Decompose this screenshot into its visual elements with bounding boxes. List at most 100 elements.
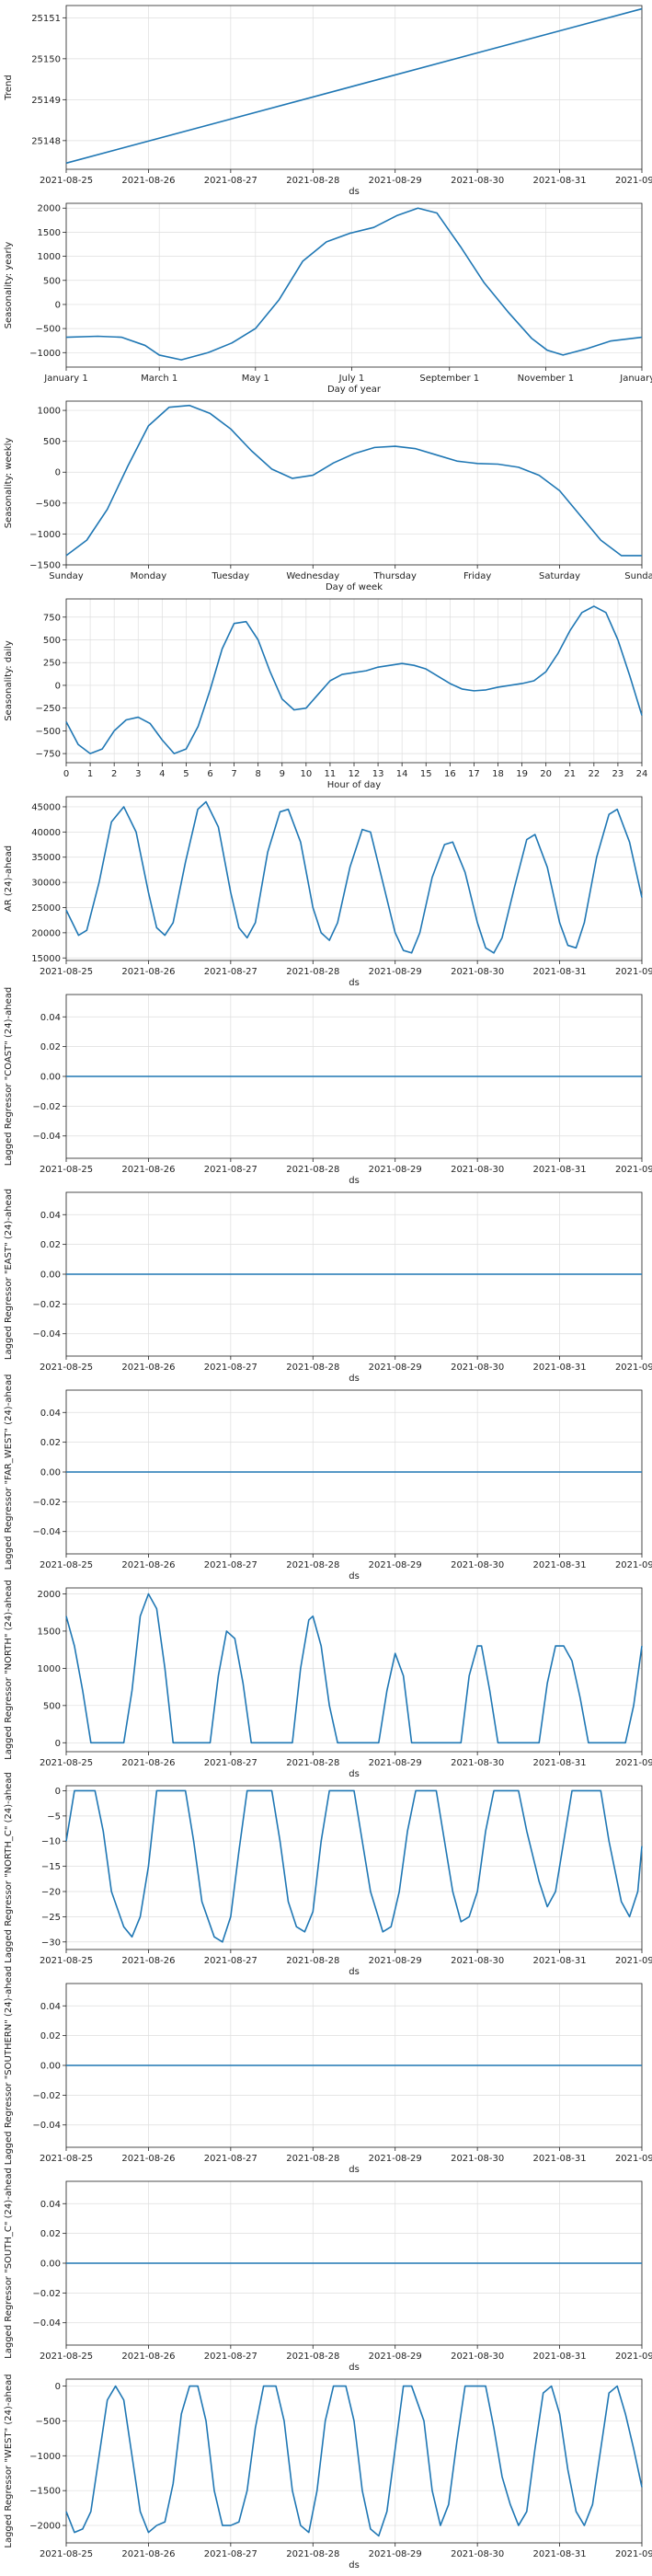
y-tick-label: 500 xyxy=(43,276,61,286)
y-tick-label: 30000 xyxy=(31,879,61,889)
series-line xyxy=(65,1789,643,1943)
x-tick-label: March 1 xyxy=(141,374,177,384)
x-tick-label: 2021-08-31 xyxy=(533,176,587,186)
y-tick-label: −1500 xyxy=(29,561,61,571)
y-tick-label: −500 xyxy=(36,2417,61,2427)
x-tick-label: 3 xyxy=(135,769,141,779)
x-tick-label: 9 xyxy=(280,769,285,779)
x-tick-label: 23 xyxy=(612,769,624,779)
x-tick-label: 2021-08-26 xyxy=(121,2154,175,2164)
x-tick-label: May 1 xyxy=(242,374,269,384)
x-tick-label: 2021-08-30 xyxy=(451,176,504,186)
x-tick-label: 21 xyxy=(564,769,576,779)
x-axis-label: ds xyxy=(349,187,360,197)
x-tick-label: 15 xyxy=(420,769,432,779)
x-tick-label: 7 xyxy=(231,769,236,779)
x-tick-label: 14 xyxy=(396,769,408,779)
x-tick-label: September 1 xyxy=(419,374,479,384)
y-tick-label: 0 xyxy=(55,1739,61,1749)
y-tick-label: 25149 xyxy=(31,96,61,106)
series-line xyxy=(65,1593,643,1744)
x-tick-label: Saturday xyxy=(539,571,580,581)
series-line xyxy=(65,2385,643,2537)
y-tick-label: −1000 xyxy=(29,2452,61,2462)
y-tick-label: −0.04 xyxy=(32,1329,61,1340)
y-axis-label: Trend xyxy=(4,75,14,100)
y-axis-label: Lagged Regressor "SOUTHERN" (24)-ahead xyxy=(4,1966,14,2165)
x-tick-label: 24 xyxy=(636,769,648,779)
x-tick-label: 2021-08-26 xyxy=(121,2549,175,2559)
x-tick-label: 2021-08-29 xyxy=(369,1758,422,1768)
x-tick-label: 16 xyxy=(444,769,456,779)
y-tick-label: −0.02 xyxy=(32,1498,61,1508)
y-tick-label: −0.02 xyxy=(32,1300,61,1310)
y-tick-label: 1500 xyxy=(38,1627,61,1637)
x-tick-label: Monday xyxy=(131,571,167,581)
y-tick-label: −2000 xyxy=(29,2522,61,2532)
y-tick-label: 0.02 xyxy=(40,1438,61,1448)
x-tick-label: 2021-08-26 xyxy=(121,1165,175,1175)
x-tick-label: 0 xyxy=(63,769,69,779)
x-tick-label: November 1 xyxy=(518,374,575,384)
x-tick-label: 2021-08-25 xyxy=(40,1956,93,1966)
x-tick-label: Sunday xyxy=(49,571,83,581)
x-tick-label: 2021-08-28 xyxy=(286,1363,339,1373)
x-tick-label: 2021-08-28 xyxy=(286,967,339,977)
x-tick-label: 2021-08-30 xyxy=(451,1363,504,1373)
x-tick-label: 2021-08-28 xyxy=(286,1758,339,1768)
x-tick-label: 2021-08-28 xyxy=(286,2154,339,2164)
series-line xyxy=(65,207,643,361)
x-tick-label: 2021-08-28 xyxy=(286,1165,339,1175)
x-tick-label: 17 xyxy=(468,769,480,779)
x-tick-label: 2021-08-29 xyxy=(369,2549,422,2559)
x-tick-label: 2021-08-29 xyxy=(369,1560,422,1570)
y-tick-label: −0.02 xyxy=(32,2091,61,2101)
y-tick-label: 45000 xyxy=(31,802,61,812)
x-tick-label: 2021-08-28 xyxy=(286,2549,339,2559)
x-axis-label: ds xyxy=(349,1571,360,1581)
x-tick-label: 18 xyxy=(492,769,504,779)
x-tick-label: 2021-08-27 xyxy=(204,1956,257,1966)
x-tick-label: 2021-08-25 xyxy=(40,1165,93,1175)
y-tick-label: −0.04 xyxy=(32,2318,61,2329)
x-tick-label: 2021-08-26 xyxy=(121,176,175,186)
y-tick-label: −500 xyxy=(36,499,61,509)
panel-lagged-coast: 2021-08-25 2021-08-26 2021-08-27 2021-08-28… xyxy=(4,987,652,1186)
panel-trend: 2021-08-25 2021-08-26 2021-08-27 2021-08-28… xyxy=(4,5,652,197)
x-tick-label: 1 xyxy=(87,769,93,779)
y-tick-label: 0.04 xyxy=(40,1211,61,1221)
x-tick-label: 2021-08-30 xyxy=(451,1560,504,1570)
x-tick-label: 6 xyxy=(207,769,212,779)
plot-frame xyxy=(65,1587,643,1753)
y-tick-label: 0.04 xyxy=(40,2002,61,2012)
x-tick-label: 2021-08-31 xyxy=(533,1363,587,1373)
panel-lagged-north: 2021-08-25 2021-08-26 2021-08-27 2021-08-28… xyxy=(4,1580,652,1779)
x-tick-label: 2021-08-25 xyxy=(40,1363,93,1373)
panel-ar-24-ahead: 2021-08-25 2021-08-26 2021-08-27 2021-08-28… xyxy=(4,796,652,988)
y-tick-label: −10 xyxy=(41,1837,61,1847)
y-tick-label: 25150 xyxy=(31,54,61,64)
x-tick-label: 2021-09-01 xyxy=(615,1363,652,1373)
y-tick-label: 0.04 xyxy=(40,1013,61,1023)
x-tick-label: 2021-08-29 xyxy=(369,176,422,186)
x-tick-label: 2021-08-27 xyxy=(204,1363,257,1373)
y-tick-label: 500 xyxy=(43,636,61,646)
x-tick-label: 2021-08-30 xyxy=(451,967,504,977)
y-tick-label: 35000 xyxy=(31,853,61,863)
panel-lagged-south-c: 2021-08-25 2021-08-26 2021-08-27 2021-08-28… xyxy=(4,2168,652,2373)
x-axis-label: Day of year xyxy=(327,385,382,395)
y-tick-label: 0 xyxy=(55,468,61,478)
x-tick-label: 2021-08-31 xyxy=(533,1165,587,1175)
y-tick-label: 2000 xyxy=(38,1590,61,1600)
y-tick-label: 1000 xyxy=(38,407,61,417)
plot-frame xyxy=(65,5,643,170)
y-tick-label: 40000 xyxy=(31,828,61,838)
x-tick-label: 2021-08-27 xyxy=(204,2154,257,2164)
y-tick-label: −0.04 xyxy=(32,2121,61,2131)
x-tick-label: 2021-09-01 xyxy=(615,967,652,977)
x-axis-label: ds xyxy=(349,1967,360,1977)
y-axis-label: Lagged Regressor "NORTH" (24)-ahead xyxy=(4,1580,14,1760)
y-tick-label: 0.02 xyxy=(40,2229,61,2239)
y-tick-label: −1000 xyxy=(29,530,61,540)
series-line xyxy=(65,7,643,165)
